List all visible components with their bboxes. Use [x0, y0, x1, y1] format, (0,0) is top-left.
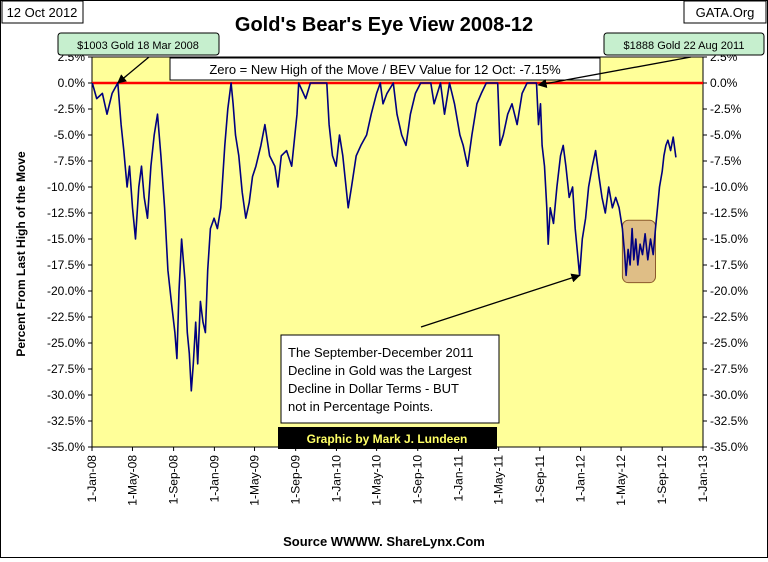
zero-label-box	[169, 57, 601, 81]
callout-2008-arrow	[117, 56, 150, 84]
y-tick-label-right: -27.5%	[710, 362, 748, 376]
y-tick-label-left: -2.5%	[54, 102, 86, 116]
x-tick-label: 1-Jan-08	[85, 455, 99, 503]
y-tick-label-right: -25.0%	[710, 336, 748, 350]
y-tick-label-left: -27.5%	[47, 362, 85, 376]
x-tick-label: 1-May-10	[370, 455, 384, 506]
decline-note-line-3: Decline in Dollar Terms - BUT	[288, 381, 459, 396]
x-tick-label: 1-Sep-08	[167, 455, 181, 505]
x-tick-label: 1-Sep-12	[655, 455, 669, 505]
y-tick-label-left: -7.5%	[54, 154, 86, 168]
y-tick-label-right: -35.0%	[710, 440, 748, 454]
y-tick-label-right: -17.5%	[710, 258, 748, 272]
x-tick-label: 1-May-11	[492, 455, 506, 505]
decline-note-line-2: Decline in Gold was the Largest	[288, 363, 472, 378]
callout-2011-arrow	[537, 56, 692, 88]
y-tick-label-left: -22.5%	[47, 310, 85, 324]
y-tick-label-left: 0.0%	[58, 76, 86, 90]
decline-note-line-1: The September-December 2011	[288, 345, 473, 360]
y-axis-left: 2.5%0.0%-2.5%-5.0%-7.5%-10.0%-12.5%-15.0…	[47, 50, 92, 454]
callout-2008-box	[57, 32, 220, 56]
y-tick-label-left: -32.5%	[47, 414, 85, 428]
y-tick-label-right: -32.5%	[710, 414, 748, 428]
y-tick-label-left: -35.0%	[47, 440, 85, 454]
credit-box	[278, 427, 497, 449]
callout-2008-label: $1003 Gold 18 Mar 2008	[77, 40, 199, 52]
x-tick-label: 1-Sep-11	[533, 455, 547, 504]
x-tick-label: 1-Jan-12	[574, 455, 588, 503]
series-line	[91, 82, 677, 392]
y-tick-label-left: -17.5%	[47, 258, 85, 272]
zero-label: Zero = New High of the Move / BEV Value …	[209, 62, 561, 77]
x-axis: 1-Jan-08 1-May-08 1-Sep-08 1-Jan-09 1-May-09…	[85, 447, 710, 506]
y-tick-label-left: -30.0%	[47, 388, 85, 402]
y-tick-label-right: -30.0%	[710, 388, 748, 402]
y-tick-label-right: -15.0%	[710, 232, 748, 246]
y-tick-label-right: 0.0%	[710, 76, 738, 90]
x-tick-label: 1-Sep-09	[289, 455, 303, 505]
x-tick-label: 1-Jan-13	[696, 455, 710, 503]
y-tick-label-right: -2.5%	[710, 102, 742, 116]
y-tick-label-right: -22.5%	[710, 310, 748, 324]
chart-title: Gold's Bear's Eye View 2008-12	[235, 14, 533, 36]
source-tag: GATA.Org	[696, 5, 755, 20]
callout-2011-box	[603, 32, 765, 56]
y-tick-label-left: -12.5%	[47, 206, 85, 220]
decline-note-line-4: not in Percentage Points.	[288, 399, 433, 414]
y-axis-label: Percent From Last High of the Move	[14, 151, 28, 357]
y-tick-label-left: -10.0%	[47, 180, 85, 194]
y-tick-label-right: -5.0%	[710, 128, 742, 142]
y-axis-right: 2.5%0.0%-2.5%-5.0%-7.5%-10.0%-12.5%-15.0…	[703, 50, 748, 454]
decline-note-arrow	[420, 273, 581, 328]
credit-label: Graphic by Mark J. Lundeen	[307, 432, 468, 446]
y-tick-label-right: -7.5%	[710, 154, 742, 168]
y-tick-label-right: -10.0%	[710, 180, 748, 194]
y-tick-label-right: -12.5%	[710, 206, 748, 220]
source-tag-box	[683, 0, 767, 24]
decline-note-box	[280, 334, 500, 424]
x-tick-label: 1-May-08	[125, 455, 139, 506]
y-tick-label-left: -15.0%	[47, 232, 85, 246]
x-tick-label: 1-Sep-10	[411, 455, 425, 505]
footer-source: Source WWWW. ShareLynx.Com	[283, 534, 485, 549]
x-tick-label: 1-Jan-11	[452, 455, 466, 502]
date-box	[1, 0, 84, 24]
date-label: 12 Oct 2012	[7, 5, 78, 20]
x-tick-label: 1-Jan-10	[329, 455, 343, 503]
x-tick-label: 1-May-12	[614, 455, 628, 506]
x-tick-label: 1-Jan-09	[207, 455, 221, 503]
callout-2011-label: $1888 Gold 22 Aug 2011	[624, 40, 745, 52]
x-tick-label: 1-May-09	[248, 455, 262, 506]
y-tick-label-left: -5.0%	[54, 128, 86, 142]
y-tick-label-right: -20.0%	[710, 284, 748, 298]
y-tick-label-left: -20.0%	[47, 284, 85, 298]
y-tick-label-left: -25.0%	[47, 336, 85, 350]
